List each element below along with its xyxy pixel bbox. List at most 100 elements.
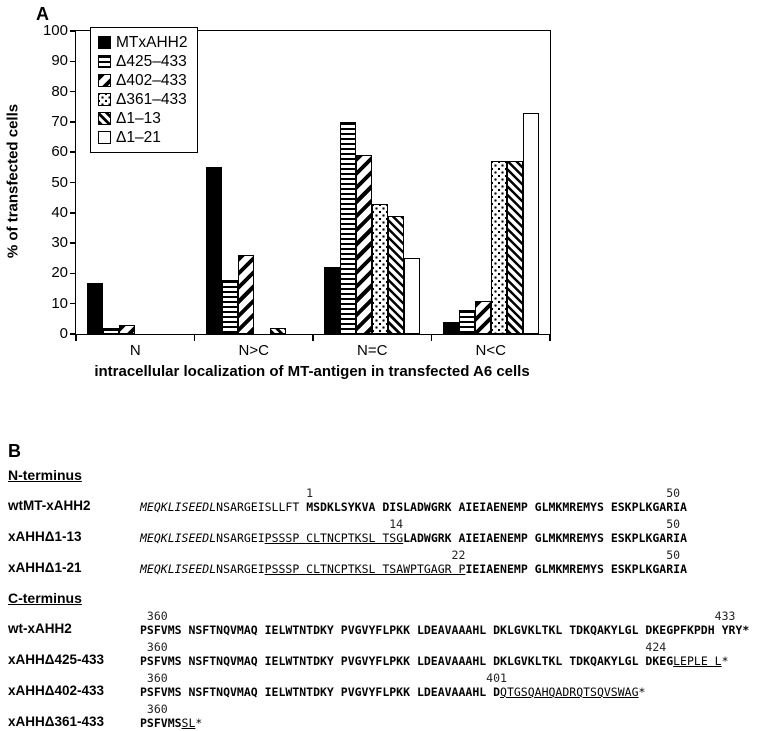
position-marker-360: 360 xyxy=(146,671,168,685)
x-axis-title: intracellular localization of MT-antigen… xyxy=(94,363,530,380)
sequence-segment: PSFVMS NSFTNQVMAQ IELWTNTDKY PVGVYFLPKK … xyxy=(140,685,501,699)
x-tick-mark-0 xyxy=(75,334,77,341)
sequence-line: PSFVMSSL* xyxy=(140,716,763,730)
legend-label: Δ1–21 xyxy=(116,128,161,146)
section-heading-C-terminus: C-terminus xyxy=(8,590,82,606)
sequence-segment: MSDKLSYKVA DISLADWGRK AIEIAENEMP GLMKMRE… xyxy=(306,500,687,514)
y-tick-label-20: 20 xyxy=(51,264,68,282)
bar-Δ402–433-N<C xyxy=(474,300,491,334)
bar-Δ1–13-N<C xyxy=(506,161,523,334)
position-marker-line: 360 401 xyxy=(140,672,763,685)
sequence-segment: LADWGRK AIEIAENEMP GLMKMREMYS ESKPLKGARI… xyxy=(403,531,687,545)
sequence-label-xAHHΔ425-433: xAHHΔ425-433 xyxy=(8,652,105,667)
category-label-N=C: N=C xyxy=(357,342,388,359)
legend-swatch-diag-wide-icon xyxy=(98,74,111,87)
sequence-label-xAHHΔ361-433: xAHHΔ361-433 xyxy=(8,714,105,729)
legend-swatch-diag-dense-icon xyxy=(98,112,111,125)
bar-Δ1–21-N<C xyxy=(522,112,539,334)
y-tick-mark-70 xyxy=(70,121,76,123)
y-tick-mark-90 xyxy=(70,60,76,63)
bar-Δ361–433-N<C xyxy=(490,161,507,334)
sequence-row-xAHHΔ1-21: xAHHΔ1-21 22 50 MEQKLISEEDLNSARGEIPSSSP CLT… xyxy=(0,548,763,577)
position-marker-line: 14 50 xyxy=(140,518,763,531)
bar-chart-plot-area: MTxAHH2 Δ425–433 Δ402–433 Δ361–433 Δ1–13 Δ1–2… xyxy=(43,22,551,359)
legend-item-MTxAHH2: MTxAHH2 xyxy=(98,33,187,52)
sequence-label-xAHHΔ402-433: xAHHΔ402-433 xyxy=(8,683,105,698)
x-tick-mark-3 xyxy=(430,334,433,341)
sequence-label-xAHHΔ1-21: xAHHΔ1-21 xyxy=(8,560,82,575)
sequence-segment: NSARGEI xyxy=(216,531,265,545)
sequence-segment: PSSSP CLTNCPTKSL TSG xyxy=(264,531,404,545)
sequence-block: 360 433 PSFVMS NSFTNQVMAQ IELWTNTDKY PVGVY… xyxy=(140,609,763,638)
sequence-line: MEQKLISEEDLNSARGEIPSSSP CLTNCPTKSL TSAWP… xyxy=(140,562,763,576)
legend-item-Δ402–433: Δ402–433 xyxy=(98,71,187,90)
x-tick-mark-4 xyxy=(549,334,551,341)
legend-swatch-open-icon xyxy=(98,131,111,144)
bar-MTxAHH2-N=C xyxy=(324,267,341,334)
bar-Δ402–433-N=C xyxy=(356,155,373,334)
position-marker-14: 14 xyxy=(389,517,404,531)
bar-Δ425–433-N<C xyxy=(458,309,475,334)
sequence-segment: QTGSQAHQADRQTSQVSWAG xyxy=(500,685,639,699)
panel-a: A % of transfected cells MTxAHH2 Δ425–433… xyxy=(4,4,551,380)
legend-swatch-solid-icon xyxy=(98,36,111,49)
position-marker-360: 360 xyxy=(146,609,168,623)
y-axis-title: % of transfected cells xyxy=(4,103,22,259)
position-marker-50: 50 xyxy=(666,486,681,500)
sequence-segment: MEQKLISEEDL xyxy=(140,500,217,514)
legend-label: Δ425–433 xyxy=(116,52,187,70)
category-label-N>C: N>C xyxy=(238,342,269,359)
position-marker-line: 1 50 xyxy=(140,487,763,500)
y-tick-mark-30 xyxy=(70,242,76,244)
y-tick-mark-0 xyxy=(70,333,76,335)
bar-Δ402–433-N xyxy=(119,324,136,334)
sequence-segment: PSFVMS xyxy=(140,716,182,730)
section-N-terminus: N-terminus wtMT-xAHH2 1 50 MEQKLISEEDLNSARGE… xyxy=(0,467,763,576)
y-tick-mark-60 xyxy=(70,151,76,153)
y-tick-label-90: 90 xyxy=(51,52,68,70)
bar-MTxAHH2-N>C xyxy=(205,167,222,334)
sequence-segment: NSARGEI xyxy=(216,562,265,576)
sequence-block: 14 50 MEQKLISEEDLNSARGEIPSSSP CLTNCPTKSL T… xyxy=(140,518,763,546)
position-marker-50: 50 xyxy=(666,548,681,562)
bar-Δ425–433-N=C xyxy=(340,121,357,334)
y-tick-mark-10 xyxy=(70,302,76,305)
sequence-segment: * xyxy=(195,716,203,730)
position-marker-401: 401 xyxy=(486,671,507,685)
sequence-label-wtMT-xAHH2: wtMT-xAHH2 xyxy=(8,498,91,513)
sequence-line: MEQKLISEEDLNSARGEIPSSSP CLTNCPTKSL TSGLA… xyxy=(140,531,763,545)
position-marker-22: 22 xyxy=(451,548,466,562)
section-C-terminus: C-terminus wt-xAHH2 360 433 PSFVMS NSFTNQVMA… xyxy=(0,590,763,730)
sequence-segment: * xyxy=(721,654,729,668)
sequence-label-wt-xAHH2: wt-xAHH2 xyxy=(8,621,72,636)
position-marker-360: 360 xyxy=(146,640,168,654)
sequence-row-wt-xAHH2: wt-xAHH2 360 433 PSFVMS NSFTNQVMAQ IELWTNTD… xyxy=(0,609,763,638)
position-marker-50: 50 xyxy=(666,517,681,531)
sequence-line: PSFVMS NSFTNQVMAQ IELWTNTDKY PVGVYFLPKK … xyxy=(140,654,763,668)
y-tick-label-30: 30 xyxy=(51,234,68,252)
sequence-label-xAHHΔ1-13: xAHHΔ1-13 xyxy=(8,529,82,544)
sequence-line: PSFVMS NSFTNQVMAQ IELWTNTDKY PVGVYFLPKK … xyxy=(140,623,763,637)
bar-MTxAHH2-N xyxy=(87,282,104,334)
panel-a-letter: A xyxy=(36,4,49,24)
y-tick-label-70: 70 xyxy=(51,112,68,130)
sequence-row-xAHHΔ402-433: xAHHΔ402-433 360 401 PSFVMS NSFTNQVMAQ IELW… xyxy=(0,672,763,700)
position-marker-360: 360 xyxy=(146,702,168,716)
legend-label: MTxAHH2 xyxy=(116,33,188,51)
position-marker-433: 433 xyxy=(714,609,736,623)
y-tick-label-100: 100 xyxy=(42,22,68,39)
sequence-segment: NSARGEISLLFT xyxy=(216,500,307,514)
y-tick-mark-50 xyxy=(70,181,76,184)
legend-label: Δ361–433 xyxy=(116,90,187,108)
panel-b-letter: B xyxy=(8,441,21,461)
sequence-block: 360 401 PSFVMS NSFTNQVMAQ IELWTNTDKY PVGVY… xyxy=(140,672,763,700)
bar-Δ1–13-N>C xyxy=(269,327,286,334)
position-marker-424: 424 xyxy=(645,640,667,654)
bar-Δ402–433-N>C xyxy=(237,255,254,334)
legend-item-Δ361–433: Δ361–433 xyxy=(98,90,187,109)
sequence-segment: * xyxy=(638,685,646,699)
y-tick-label-60: 60 xyxy=(51,143,68,161)
y-tick-label-80: 80 xyxy=(51,82,68,100)
bar-Δ425–433-N>C xyxy=(221,279,238,334)
y-tick-label-40: 40 xyxy=(51,203,68,221)
